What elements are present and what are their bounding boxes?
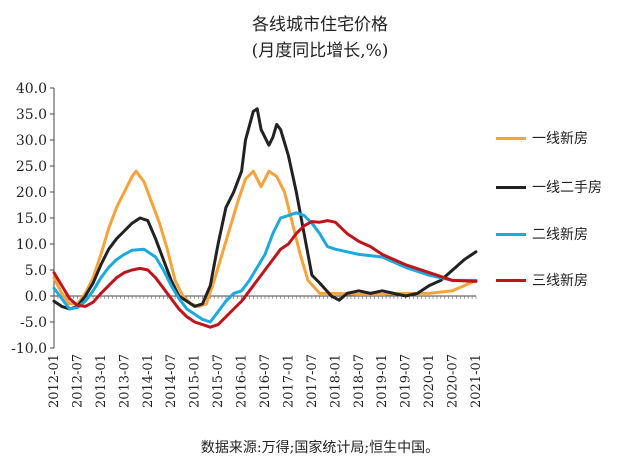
y-tick-label: 0.0 xyxy=(25,289,47,305)
chart-title: 各线城市住宅价格 xyxy=(252,15,388,35)
y-tick-label: 25.0 xyxy=(16,159,47,175)
x-tick-label: 2020-07 xyxy=(446,354,461,408)
series-line-3 xyxy=(52,219,478,329)
x-tick-label: 2012-01 xyxy=(47,354,62,408)
legend-swatch-tier1-resale xyxy=(496,186,526,189)
y-tick-label: 40.0 xyxy=(16,81,47,97)
legend-swatch-tier3-new xyxy=(496,279,526,282)
series-line-1 xyxy=(52,107,478,311)
x-tick-label: 2020-01 xyxy=(422,354,437,408)
y-tick-label: 30.0 xyxy=(16,133,47,149)
y-tick-label: 10.0 xyxy=(16,237,47,253)
legend-label-tier3-new: 三线新房 xyxy=(532,273,588,289)
x-tick-label: 2018-01 xyxy=(328,354,343,408)
legend-label-tier1-new: 一线新房 xyxy=(532,131,588,147)
x-tick-label: 2017-01 xyxy=(281,354,296,408)
x-tick-label: 2016-01 xyxy=(235,354,250,408)
x-tick-label: 2014-07 xyxy=(164,354,179,408)
legend-swatch-tier2-new xyxy=(496,233,526,236)
y-tick-label: 35.0 xyxy=(16,107,47,123)
x-tick-label: 2016-07 xyxy=(258,354,273,408)
chart-subtitle: (月度同比增长,%) xyxy=(251,41,389,61)
x-tick-label: 2012-07 xyxy=(70,354,85,408)
series-line-2 xyxy=(52,211,478,324)
y-tick-label: -10.0 xyxy=(11,341,47,357)
x-tick-label: 2019-01 xyxy=(375,354,390,408)
x-tick-label: 2019-07 xyxy=(399,354,414,408)
x-tick-label: 2021-01 xyxy=(469,354,484,408)
x-tick-label: 2015-01 xyxy=(188,354,203,408)
legend-label-tier1-resale: 一线二手房 xyxy=(532,180,602,196)
x-tick-label: 2015-07 xyxy=(211,354,226,408)
x-tick-label: 2014-01 xyxy=(141,354,156,408)
x-tick-label: 2018-07 xyxy=(352,354,367,408)
series-line-0 xyxy=(52,169,478,308)
y-tick-label: -5.0 xyxy=(20,315,47,331)
x-tick-label: 2013-07 xyxy=(117,354,132,408)
legend-label-tier2-new: 二线新房 xyxy=(532,227,588,243)
x-tick-label: 2013-01 xyxy=(94,354,109,408)
x-tick-label: 2017-07 xyxy=(305,354,320,408)
legend-swatch-tier1-new xyxy=(496,137,526,140)
y-tick-label: 20.0 xyxy=(16,185,47,201)
y-tick-label: 15.0 xyxy=(16,211,47,227)
source-note: 数据来源:万得;国家统计局;恒生中国。 xyxy=(200,440,440,456)
y-tick-label: 5.0 xyxy=(25,263,47,279)
